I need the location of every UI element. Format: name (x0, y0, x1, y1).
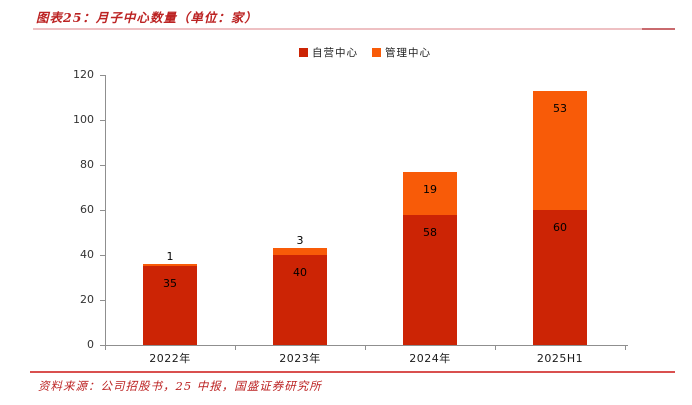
bar-segment-managed (533, 90, 587, 210)
x-axis-tick (495, 345, 496, 350)
x-axis-category-label: 2023年 (279, 352, 321, 365)
legend-item-managed: 管理中心 (372, 45, 431, 60)
bar-segment-self-operated (273, 255, 327, 345)
y-axis-tick (100, 165, 105, 166)
y-axis-tick (100, 300, 105, 301)
legend-swatch-icon (299, 47, 308, 57)
bar-value-label-managed: 19 (423, 182, 437, 196)
title-underline-accent (642, 28, 675, 30)
y-axis-line (105, 75, 106, 345)
source-note: 资料来源：公司招股书，25 中报，国盛证券研究所 (38, 379, 322, 393)
y-axis-tick (100, 345, 105, 346)
y-axis-tick (100, 75, 105, 76)
x-axis-category-label: 2022年 (149, 352, 191, 365)
y-axis-tick-label: 0 (87, 338, 94, 351)
x-axis-category-label: 2024年 (409, 352, 451, 365)
y-axis-tick (100, 210, 105, 211)
chart-legend: 自营中心 管理中心 (105, 44, 625, 60)
y-axis-tick-label: 20 (80, 293, 94, 306)
bar-segment-managed (273, 248, 327, 255)
y-axis-tick-label: 80 (80, 158, 94, 171)
legend-item-self-operated: 自营中心 (299, 45, 358, 60)
bar-segment-self-operated (403, 214, 457, 345)
chart-title: 图表25：月子中心数量（单位：家） (36, 10, 258, 25)
y-axis-tick-label: 120 (73, 68, 94, 81)
bar-value-label-self-operated: 40 (293, 266, 307, 279)
legend-label: 自营中心 (312, 46, 358, 59)
legend-swatch-icon (372, 47, 381, 57)
y-axis-tick-label: 60 (80, 203, 94, 216)
bar-segment-managed (143, 264, 197, 267)
bar-value-label-managed: 3 (296, 234, 304, 248)
bar-value-label-managed: 53 (553, 101, 567, 115)
bar-value-label-self-operated: 58 (423, 225, 437, 239)
y-axis-tick (100, 120, 105, 121)
bar-segment-self-operated (143, 266, 197, 345)
bar-segment-self-operated (533, 210, 587, 345)
bar-value-label-managed: 1 (166, 250, 174, 263)
bar-segment-managed (403, 171, 457, 215)
footer-rule (30, 371, 675, 373)
y-axis-tick-label: 40 (80, 248, 94, 261)
x-axis-tick (235, 345, 236, 350)
x-axis-category-label: 2025H1 (536, 352, 584, 365)
y-axis-tick (100, 255, 105, 256)
x-axis-tick (105, 345, 106, 350)
x-axis-line (101, 345, 628, 346)
bar-value-label-self-operated: 35 (163, 277, 177, 291)
bar-value-label-self-operated: 60 (553, 221, 567, 234)
title-underline (33, 28, 675, 30)
y-axis-tick-label: 100 (73, 113, 94, 126)
x-axis-tick (365, 345, 366, 350)
legend-label: 管理中心 (385, 46, 431, 59)
x-axis-tick (625, 345, 626, 350)
